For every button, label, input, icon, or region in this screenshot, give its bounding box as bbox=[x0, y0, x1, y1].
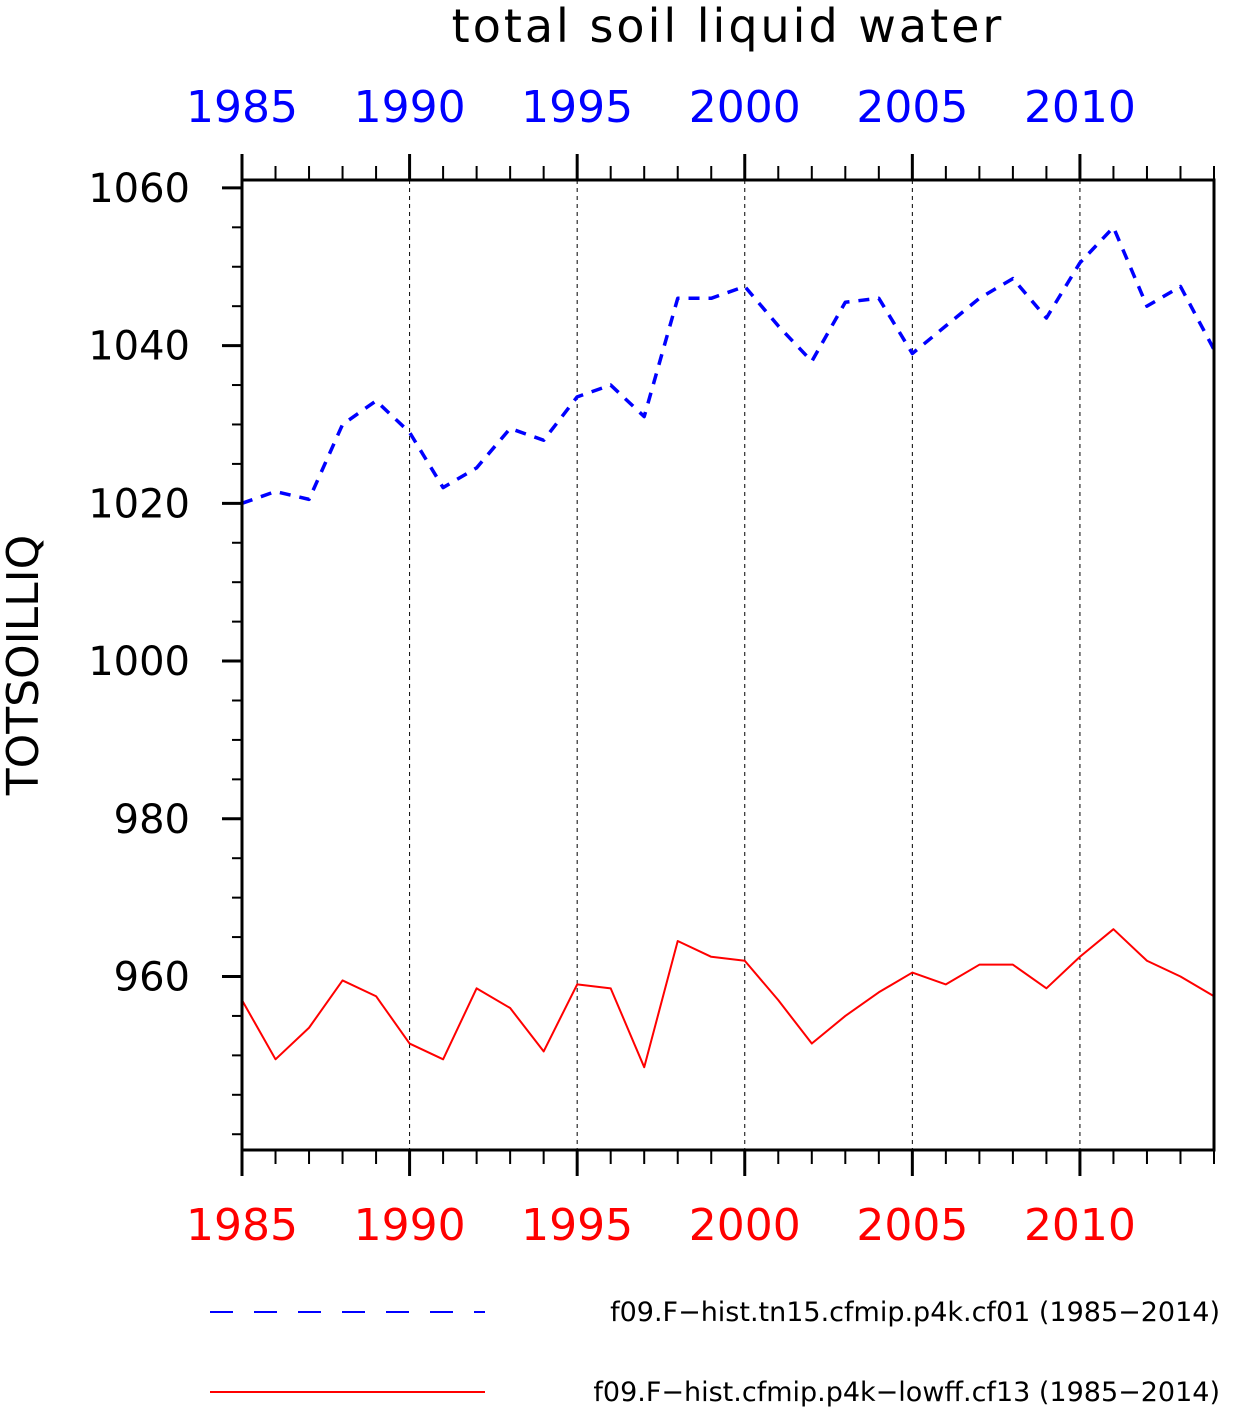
x-bottom-tick-label: 1990 bbox=[354, 1200, 466, 1251]
y-tick-label: 1040 bbox=[88, 324, 190, 370]
x-top-tick-label: 1990 bbox=[354, 82, 466, 133]
tick-labels: 960 980 1000 1020 1040 1060 1985 1985 1990 1990 19… bbox=[88, 82, 1136, 1251]
x-bottom-tick-label: 1985 bbox=[186, 1200, 298, 1251]
gridlines bbox=[409, 180, 1081, 1150]
legend-label-2: f09.F−hist.cfmip.p4k−lowff.cf13 (1985−20… bbox=[593, 1377, 1220, 1408]
y-tick-label: 980 bbox=[114, 797, 190, 843]
y-tick-label: 1000 bbox=[88, 639, 190, 685]
x-top-tick-label: 1995 bbox=[521, 82, 633, 133]
series-line-2 bbox=[241, 928, 1215, 1069]
axis-ticks bbox=[222, 154, 1215, 1176]
legend: f09.F−hist.tn15.cfmip.p4k.cf01 (1985−201… bbox=[210, 1297, 1220, 1408]
y-tick-label: 1060 bbox=[88, 166, 190, 212]
legend-label-1: f09.F−hist.tn15.cfmip.p4k.cf01 (1985−201… bbox=[610, 1297, 1220, 1328]
x-top-tick-label: 2000 bbox=[689, 82, 801, 133]
y-tick-label: 1020 bbox=[88, 481, 190, 527]
series-line-1 bbox=[241, 225, 1216, 505]
series-lines bbox=[241, 225, 1216, 1069]
plot-frame bbox=[240, 178, 1216, 1152]
x-top-tick-label: 2005 bbox=[856, 82, 968, 133]
x-top-tick-label: 2010 bbox=[1024, 82, 1136, 133]
x-bottom-tick-label: 2000 bbox=[689, 1200, 801, 1251]
chart-title: total soil liquid water bbox=[452, 0, 1005, 53]
y-tick-label: 960 bbox=[114, 955, 190, 1001]
x-top-tick-label: 1985 bbox=[186, 82, 298, 133]
x-bottom-tick-label: 1995 bbox=[521, 1200, 633, 1251]
y-axis-label: TOTSOILLIQ bbox=[0, 535, 49, 797]
x-bottom-tick-label: 2010 bbox=[1024, 1200, 1136, 1251]
x-bottom-tick-label: 2005 bbox=[856, 1200, 968, 1251]
